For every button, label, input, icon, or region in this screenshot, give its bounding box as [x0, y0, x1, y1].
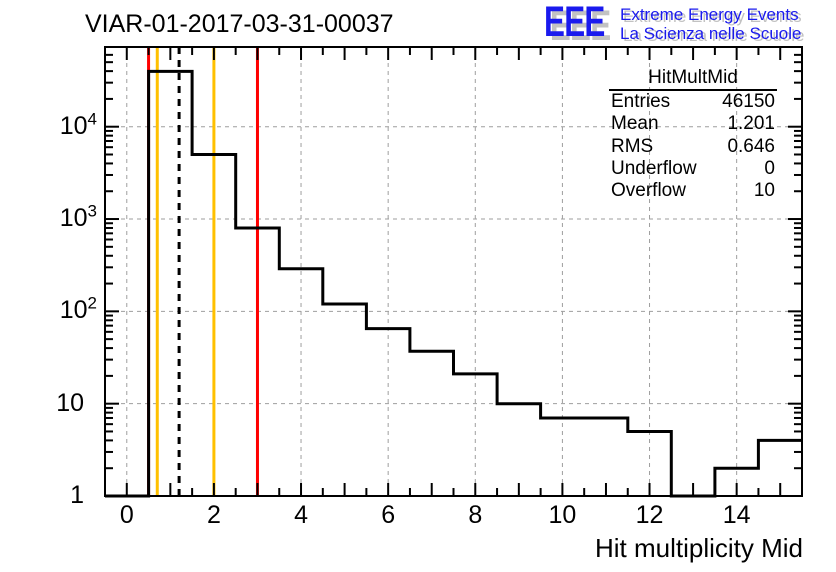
stats-value: 0 [764, 158, 775, 180]
stats-row: RMS 0.646 [609, 136, 777, 158]
stats-rows: Entries 46150 Mean 1.201 RMS 0.646 Underflow 0 O… [609, 91, 777, 202]
stats-value: 46150 [722, 91, 775, 113]
stats-row: Mean 1.201 [609, 113, 777, 135]
stats-value: 0.646 [727, 135, 775, 157]
stats-label: RMS [611, 135, 654, 157]
stats-box: HitMultMid Entries 46150 Mean 1.201 RMS 0.646… [609, 66, 777, 202]
logo-line-2: La Scienza nelle Scuole [620, 24, 802, 43]
stats-row: Entries 46150 [609, 91, 777, 113]
eee-logo-text: Extreme Energy Events La Scienza nelle S… [620, 5, 801, 43]
stats-row: Underflow 0 [609, 158, 777, 180]
logo-line-1: Extreme Energy Events [620, 5, 799, 24]
stats-label: Entries [611, 91, 671, 113]
plot-frame [104, 46, 803, 497]
axis-ticks [105, 47, 802, 496]
x-axis-title: Hit multiplicity Mid [594, 533, 803, 563]
stats-value: 10 [753, 180, 775, 202]
marker-lines [147, 47, 259, 496]
stats-value: 1.201 [727, 113, 775, 135]
stats-row: Overflow 10 [609, 180, 777, 202]
stats-label: Overflow [611, 180, 686, 202]
stats-label: Mean [611, 113, 659, 135]
stats-label: Underflow [611, 158, 697, 180]
eee-logo: EEE [544, 0, 605, 46]
stats-title: HitMultMid [609, 66, 777, 91]
page-title: VIAR-01-2017-03-31-00037 [85, 10, 394, 38]
